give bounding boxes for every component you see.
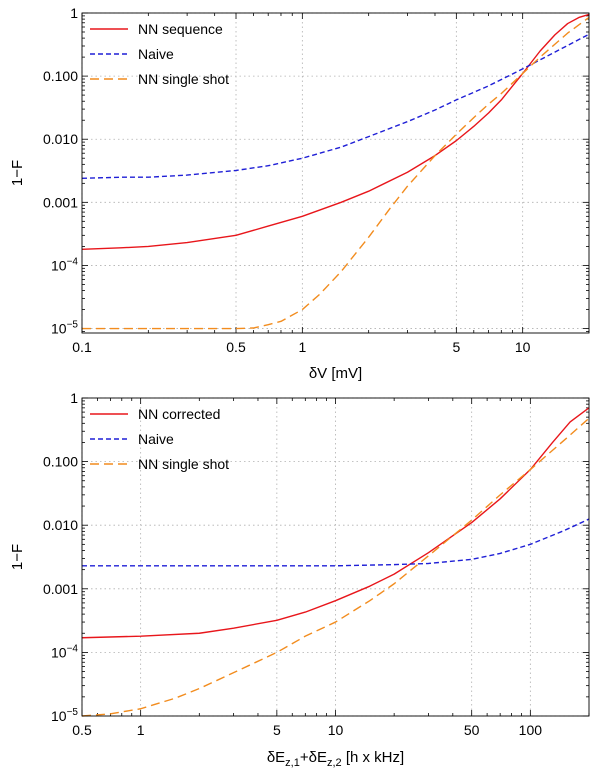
series-line-naive	[82, 518, 590, 567]
y-tick-label: 10−4	[51, 643, 78, 660]
legend-label: NN sequence	[138, 21, 223, 37]
y-tick-label: 0.010	[43, 131, 78, 147]
plot-area	[82, 13, 589, 333]
series-line-nn-corrected	[81, 407, 590, 639]
y-tick-label: 0.001	[43, 581, 78, 597]
y-tick-label: 1	[70, 390, 78, 406]
x-tick-label: 0.1	[72, 339, 92, 355]
y-tick-label: 10−5	[51, 707, 78, 724]
x-tick-label: 100	[519, 722, 543, 738]
x-tick-label: 10	[515, 339, 531, 355]
y-tick-label: 0.100	[43, 454, 78, 470]
x-tick-label: 10	[328, 722, 344, 738]
chart-top-panel: 0.1 0.5 1 5 10 10−5 10−4 0.001 0.010 0.100 1 1−F δV …	[9, 5, 590, 382]
series-line-nn-sequence	[81, 13, 590, 251]
y-axis-label: 1−F	[9, 544, 26, 570]
y-tick-label: 0.010	[43, 517, 78, 533]
plot-frame	[81, 397, 590, 717]
x-tick-label: 1	[298, 339, 306, 355]
legend-label: NN corrected	[138, 406, 220, 422]
x-tick-label: 0.5	[226, 339, 246, 355]
series-line-nn-single-shot	[81, 417, 590, 717]
chart-bottom-panel: 0.5 1 5 10 50 100 10−5 10−4 0.001 0.010 0.100 1 1−F δ…	[9, 390, 590, 769]
plot-frame	[81, 12, 590, 334]
legend-label: Naive	[138, 431, 174, 447]
x-tick-label: 1	[137, 722, 145, 738]
x-axis-label: δEz,1+δEz,2 [h x kHz]	[267, 749, 404, 769]
x-tick-label: 0.5	[72, 722, 92, 738]
legend-label: Naive	[138, 46, 174, 62]
x-tick-label: 5	[273, 722, 281, 738]
y-tick-label: 10−5	[51, 320, 78, 337]
y-axis-label: 1−F	[9, 160, 26, 186]
y-tick-label: 1	[70, 5, 78, 21]
legend-label: NN single shot	[138, 456, 229, 472]
series-line-nn-single-shot	[82, 16, 590, 330]
y-tick-label: 0.001	[43, 194, 78, 210]
legend-label: NN single shot	[138, 71, 229, 87]
y-tick-label: 10−4	[51, 256, 78, 273]
series-line-naive	[81, 33, 590, 180]
x-tick-label: 50	[464, 722, 480, 738]
y-tick-label: 0.100	[43, 68, 78, 84]
x-tick-label: 5	[452, 339, 460, 355]
x-axis-label: δV [mV]	[309, 365, 362, 382]
